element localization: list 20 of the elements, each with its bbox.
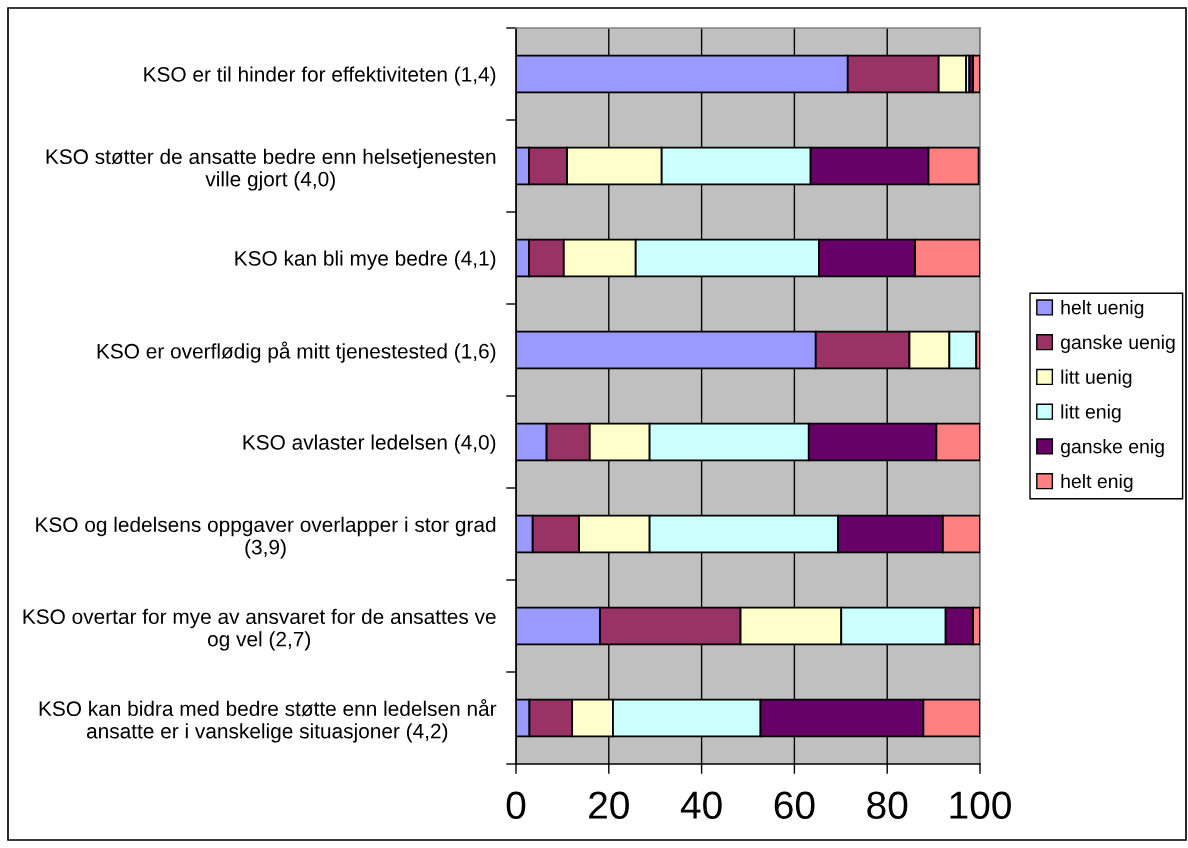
legend-label: ganske uenig	[1060, 334, 1175, 353]
x-tick-label: 100	[950, 791, 1011, 819]
legend-label: litt uenig	[1061, 369, 1132, 388]
x-tick-label: 40	[680, 791, 722, 819]
x-tick-label: 80	[867, 791, 908, 819]
y-tick-label: KSO er til hinder for effektiviteten (1,4)	[144, 66, 496, 86]
legend-label: helt enig	[1061, 473, 1133, 493]
y-tick-label: KSO er overflødig på mitt tjenestested (1,6)	[97, 341, 496, 363]
y-tick-label: KSO støtter de ansatte bedre enn helsetjenesten ville gjort (4,0)	[46, 148, 496, 191]
y-tick-label: KSO avlaster ledelsen (4,0)	[243, 434, 496, 454]
legend-label: ganske enig	[1060, 439, 1164, 458]
x-tick-label: 60	[774, 791, 815, 819]
x-tick-label: 0	[506, 791, 526, 819]
y-tick-label: KSO kan bli mye bedre (4,1)	[235, 250, 496, 270]
legend-label: litt enig	[1061, 404, 1121, 423]
y-tick-label: KSO kan bidra med bedre støtte enn ledelsen når ansatte er i vanskelige situasjoner (4,2)	[39, 699, 497, 743]
legend-label: helt uenig	[1061, 300, 1144, 319]
y-tick-label: KSO overtar for mye av ansvaret for de ansattes ve og vel (2,7)	[23, 608, 496, 651]
x-tick-label: 20	[589, 791, 629, 819]
y-tick-label: KSO og ledelsens oppgaver overlapper i stor grad (3,9)	[36, 516, 496, 559]
